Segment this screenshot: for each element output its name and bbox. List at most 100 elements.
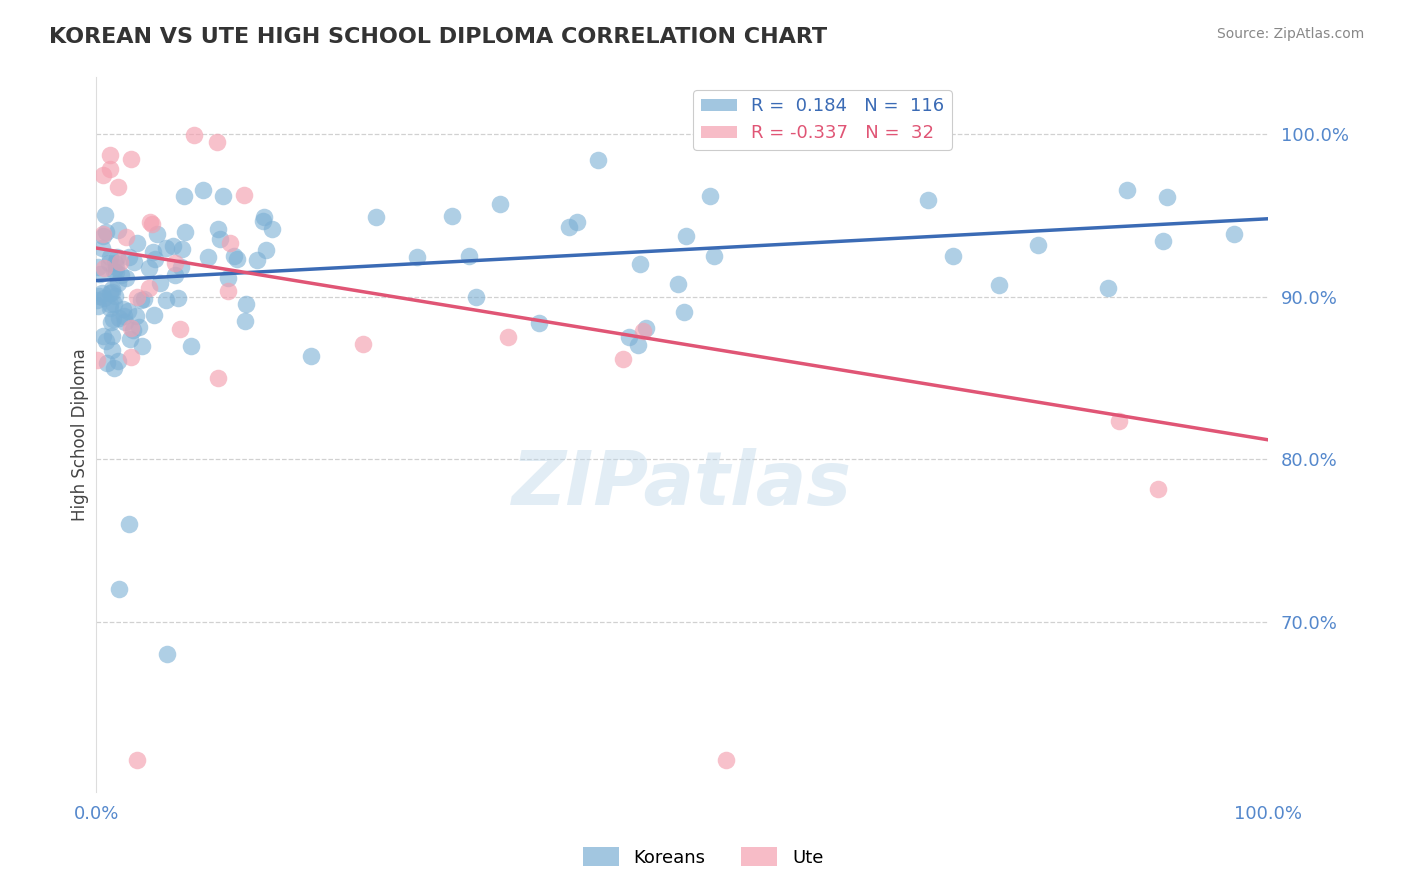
- Point: [465, 290, 488, 304]
- Point: [636, 321, 658, 335]
- Point: [155, 293, 177, 308]
- Point: [101, 329, 124, 343]
- Point: [146, 227, 169, 241]
- Point: [120, 332, 142, 346]
- Point: [107, 223, 129, 237]
- Point: [246, 252, 269, 267]
- Point: [98, 148, 121, 162]
- Point: [163, 268, 186, 283]
- Point: [110, 255, 132, 269]
- Point: [98, 285, 121, 300]
- Point: [105, 265, 128, 279]
- Point: [253, 210, 276, 224]
- Point: [586, 153, 609, 168]
- Point: [101, 312, 124, 326]
- Point: [617, 330, 640, 344]
- Point: [207, 135, 229, 149]
- Point: [110, 268, 132, 283]
- Point: [252, 214, 274, 228]
- Point: [299, 349, 322, 363]
- Point: [217, 270, 239, 285]
- Point: [173, 226, 195, 240]
- Point: [209, 232, 232, 246]
- Point: [103, 296, 125, 310]
- Point: [565, 215, 588, 229]
- Point: [98, 296, 121, 310]
- Point: [89, 268, 111, 282]
- Point: [93, 261, 115, 276]
- Point: [132, 292, 155, 306]
- Point: [675, 228, 697, 243]
- Point: [207, 222, 229, 236]
- Point: [498, 330, 520, 344]
- Point: [107, 179, 129, 194]
- Point: [117, 250, 139, 264]
- Point: [254, 243, 277, 257]
- Point: [138, 261, 160, 276]
- Point: [94, 225, 117, 239]
- Point: [1147, 482, 1170, 496]
- Point: [612, 352, 634, 367]
- Point: [441, 209, 464, 223]
- Point: [633, 324, 655, 338]
- Point: [108, 310, 131, 325]
- Point: [98, 162, 121, 177]
- Y-axis label: High School Diploma: High School Diploma: [72, 349, 89, 521]
- Point: [93, 291, 115, 305]
- Point: [125, 753, 148, 767]
- Point: [128, 320, 150, 334]
- Point: [120, 321, 142, 335]
- Point: [101, 281, 124, 295]
- Point: [114, 271, 136, 285]
- Point: [155, 241, 177, 255]
- Point: [364, 210, 387, 224]
- Point: [183, 128, 205, 142]
- Point: [100, 315, 122, 329]
- Point: [120, 350, 142, 364]
- Point: [352, 336, 374, 351]
- Point: [1026, 238, 1049, 252]
- Point: [672, 305, 695, 319]
- Point: [129, 293, 152, 307]
- Point: [91, 168, 114, 182]
- Point: [107, 276, 129, 290]
- Point: [191, 183, 214, 197]
- Point: [211, 189, 233, 203]
- Point: [108, 582, 131, 597]
- Point: [627, 338, 650, 352]
- Point: [155, 647, 177, 661]
- Point: [162, 239, 184, 253]
- Point: [233, 314, 256, 328]
- Point: [104, 289, 127, 303]
- Point: [139, 215, 162, 229]
- Point: [557, 219, 579, 234]
- Point: [217, 285, 239, 299]
- Point: [1097, 281, 1119, 295]
- Point: [716, 753, 738, 767]
- Point: [103, 264, 125, 278]
- Point: [87, 289, 110, 303]
- Point: [666, 277, 689, 291]
- Point: [219, 235, 242, 250]
- Point: [180, 339, 202, 353]
- Point: [125, 290, 148, 304]
- Point: [125, 309, 148, 323]
- Text: ZIPatlas: ZIPatlas: [512, 449, 852, 522]
- Point: [86, 293, 108, 307]
- Point: [91, 229, 114, 244]
- Point: [125, 235, 148, 250]
- Point: [122, 254, 145, 268]
- Point: [112, 309, 135, 323]
- Point: [1222, 227, 1244, 242]
- Point: [165, 256, 187, 270]
- Point: [96, 356, 118, 370]
- Text: KOREAN VS UTE HIGH SCHOOL DIPLOMA CORRELATION CHART: KOREAN VS UTE HIGH SCHOOL DIPLOMA CORREL…: [49, 27, 827, 46]
- Point: [112, 301, 135, 316]
- Point: [1116, 183, 1139, 197]
- Point: [628, 257, 651, 271]
- Point: [86, 353, 108, 368]
- Point: [457, 249, 479, 263]
- Point: [143, 252, 166, 266]
- Point: [98, 301, 121, 315]
- Point: [115, 229, 138, 244]
